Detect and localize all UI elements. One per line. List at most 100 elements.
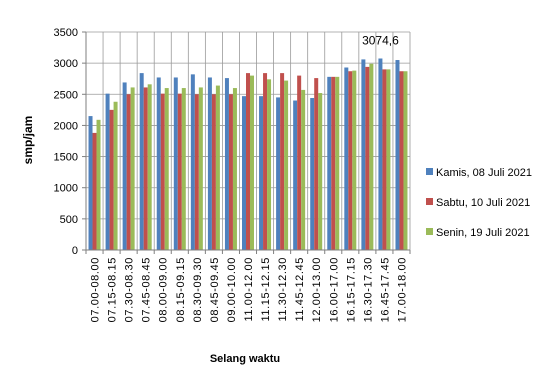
bar-2 [297, 75, 302, 250]
x-tick-label: 07.15-08.15 [107, 257, 119, 322]
bars [88, 58, 408, 251]
bar-1 [276, 97, 281, 251]
bar-3 [198, 87, 203, 250]
bar-1 [293, 100, 298, 250]
x-tick-labels: 07.00-08.00 07.15-08.15 07.30-08.30 07.45-0… [90, 257, 409, 322]
x-tick-label: 16.45-17.45 [379, 257, 391, 322]
bar-1 [105, 93, 110, 250]
bar-3 [403, 71, 408, 251]
x-tick-label: 12.00-13.00 [311, 257, 323, 322]
bar-1 [207, 77, 212, 251]
bar-3 [284, 80, 289, 250]
x-tick-label: 17.00-18.00 [396, 257, 408, 322]
bar-1 [344, 67, 349, 250]
bar-3 [164, 88, 169, 250]
bar-3 [250, 75, 254, 250]
bar-1 [327, 76, 332, 251]
bar-2 [399, 71, 404, 251]
bar-1 [88, 116, 93, 250]
x-tick-label: 08.30-09.30 [192, 257, 204, 322]
bar-1 [224, 78, 229, 250]
y-tick-label: 500 [60, 214, 78, 226]
bar-1 [259, 96, 264, 250]
bar-1 [361, 59, 366, 250]
x-tick-label: 08.00-09.00 [158, 257, 170, 322]
bar-3 [369, 63, 374, 250]
bar-3 [215, 85, 220, 251]
bar-2 [263, 73, 268, 250]
x-tick-label: 11.00-12.00 [243, 257, 255, 322]
x-tick-label: 09.00-10.00 [226, 257, 238, 322]
x-tick-label: 08.15-09.15 [175, 257, 187, 322]
bar-3 [113, 101, 118, 250]
bar-2 [160, 93, 165, 250]
bar-2 [246, 73, 250, 250]
legend: Kamis, 08 Juli 2021 Sabtu, 10 Juli 2021 Se… [426, 167, 532, 239]
x-tick-label: 11.30-12.30 [277, 257, 289, 322]
bar-1 [190, 74, 195, 251]
bar-2 [365, 66, 370, 250]
bar-3 [181, 88, 186, 250]
x-tick-label: 07.00-08.00 [90, 257, 102, 322]
y-tick-label: 3000 [54, 58, 78, 70]
bar-3 [130, 87, 135, 250]
bar-2 [280, 73, 285, 250]
x-tick-label: 07.45-08.45 [141, 257, 153, 322]
bar-3 [232, 88, 237, 250]
bar-2 [126, 94, 131, 251]
bar-3 [335, 76, 340, 251]
bar-3 [386, 69, 391, 250]
bar-1 [122, 82, 127, 250]
legend-swatch [426, 168, 433, 175]
x-tick-label: 11.45-12.45 [294, 257, 306, 322]
x-tick-label: 08.45-09.45 [209, 257, 221, 322]
bar-2 [228, 94, 233, 251]
x-tick-label: 16.30-17.30 [362, 257, 374, 322]
y-tick-labels: 0 500 1000 1500 2000 2500 3000 3500 [54, 27, 78, 257]
bar-2 [109, 109, 114, 250]
bar-3 [147, 84, 152, 250]
x-tick-label: 07.30-08.30 [124, 257, 136, 322]
legend-label: Senin, 19 Juli 2021 [436, 227, 530, 239]
bar-2 [331, 76, 336, 251]
data-labels: 3074,6 [362, 33, 399, 47]
bar-1 [310, 98, 315, 250]
x-axis-title: Selang waktu [210, 353, 280, 365]
y-tick-label: 3500 [54, 27, 78, 39]
bar-2 [92, 132, 97, 250]
bar-1 [242, 96, 246, 250]
bar-3 [318, 93, 323, 250]
bar-1 [395, 60, 400, 251]
y-axis-title: smp/jam [21, 116, 35, 165]
legend-label: Kamis, 08 Juli 2021 [436, 167, 532, 179]
bar-3 [267, 79, 272, 250]
bar-2 [143, 87, 148, 250]
bar-1 [139, 73, 144, 250]
bar-2 [177, 93, 182, 250]
axes [82, 31, 411, 254]
y-tick-label: 1000 [54, 183, 78, 195]
y-tick-label: 2000 [54, 120, 78, 132]
x-tick-label: 16.15-17.15 [345, 257, 357, 322]
bar-1 [173, 77, 178, 251]
x-tick-label: 16.00-17.00 [328, 257, 340, 322]
bar-3 [301, 89, 306, 250]
y-tick-label: 1500 [54, 152, 78, 164]
bar-1 [378, 58, 383, 251]
bar-3 [352, 70, 357, 250]
bar-2 [194, 94, 199, 251]
y-tick-label: 0 [72, 245, 78, 257]
bar-2 [382, 69, 387, 250]
bar-2 [314, 78, 319, 250]
y-tick-label: 2500 [54, 89, 78, 101]
data-label: 3074,6 [362, 33, 399, 47]
legend-swatch [426, 228, 433, 235]
bar-1 [156, 77, 161, 251]
bar-3 [96, 119, 101, 250]
bar-2 [211, 94, 216, 251]
legend-label: Sabtu, 10 Juli 2021 [436, 197, 530, 209]
legend-swatch [426, 198, 433, 205]
x-tick-label: 11.15-12.15 [260, 257, 272, 322]
bar-2 [348, 71, 353, 251]
